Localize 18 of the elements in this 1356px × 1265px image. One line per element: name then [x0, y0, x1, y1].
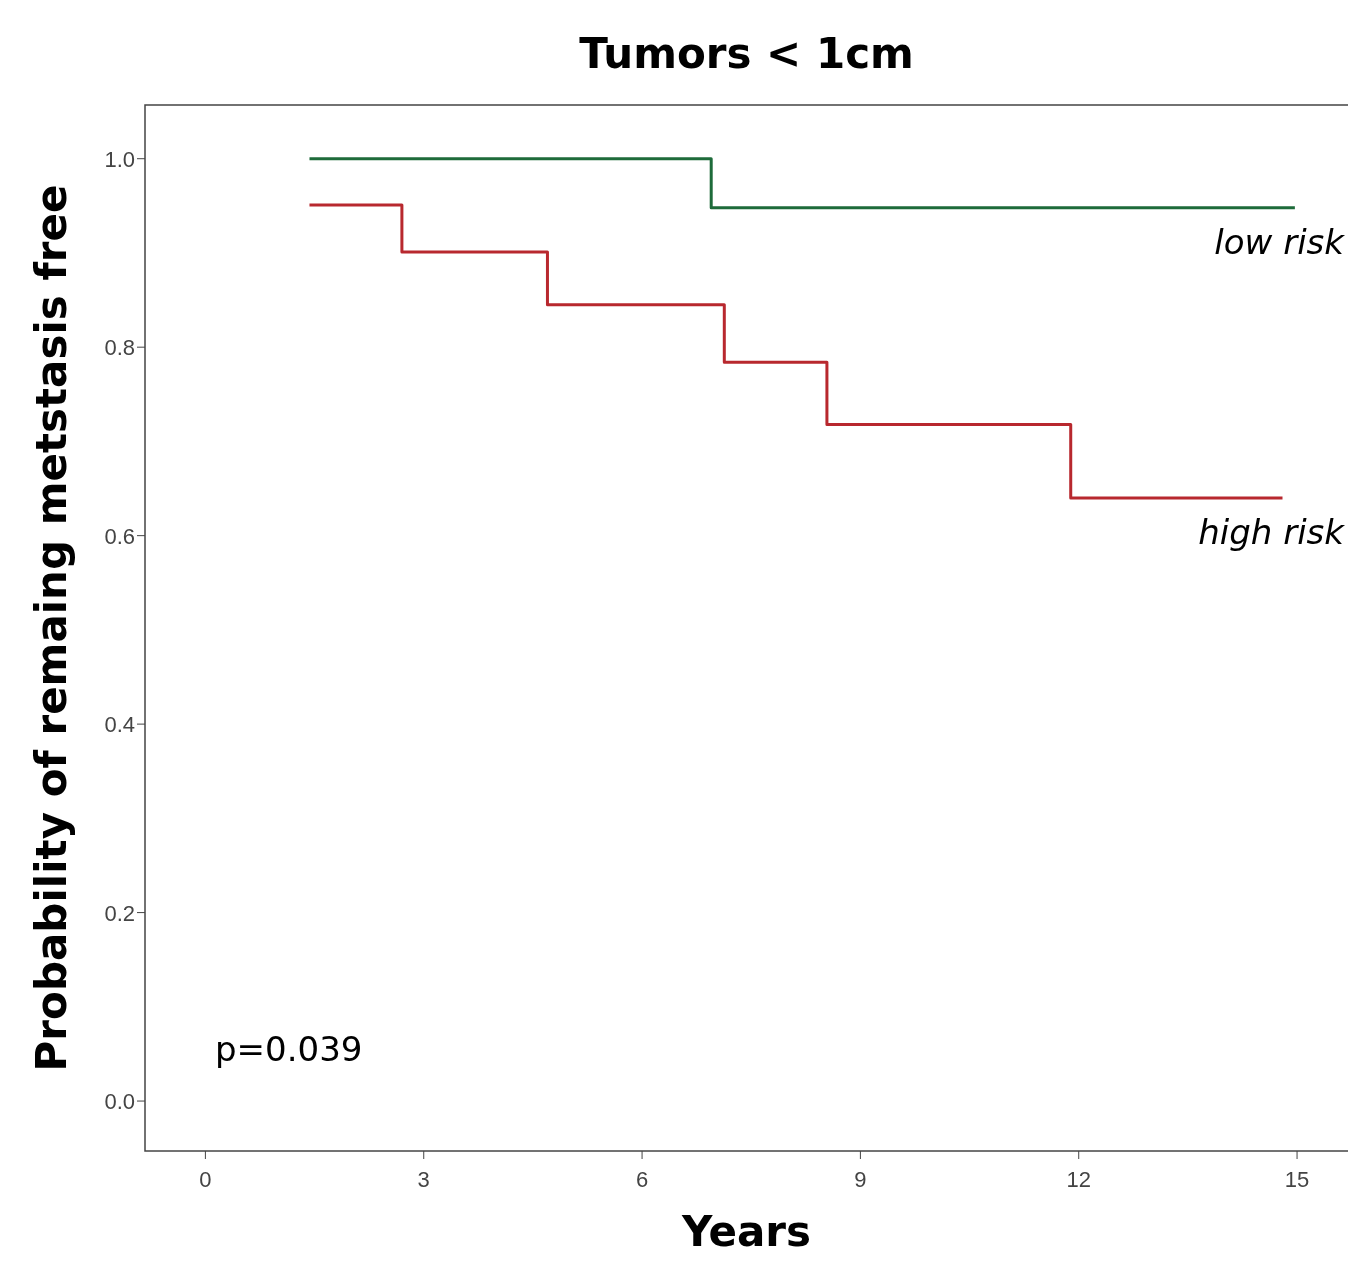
y-tick-label: 0.6 [104, 523, 135, 549]
y-tick-label: 1.0 [104, 146, 135, 172]
x-tick-label: 15 [1284, 1167, 1310, 1192]
x-tick-label: 9 [854, 1167, 867, 1192]
x-axis-title: Years [680, 1207, 812, 1256]
x-tick-label: 3 [417, 1167, 430, 1192]
x-tick-label: 6 [635, 1167, 649, 1192]
y-tick-label: 0.2 [104, 900, 135, 926]
y-tick-label: 0.8 [104, 335, 135, 361]
x-tick-label: 12 [1066, 1167, 1091, 1192]
y-tick-label: 0.4 [104, 712, 135, 738]
annotation: p=0.039 [215, 1029, 363, 1069]
x-tick-label: 0 [199, 1167, 212, 1192]
y-tick-label: 0.0 [104, 1089, 135, 1115]
series-label: high risk [1198, 511, 1346, 552]
chart-title: Tumors < 1cm [579, 29, 914, 78]
series-label: low risk [1214, 221, 1346, 262]
y-axis-title: Probability of remaing metstasis free [27, 184, 76, 1072]
